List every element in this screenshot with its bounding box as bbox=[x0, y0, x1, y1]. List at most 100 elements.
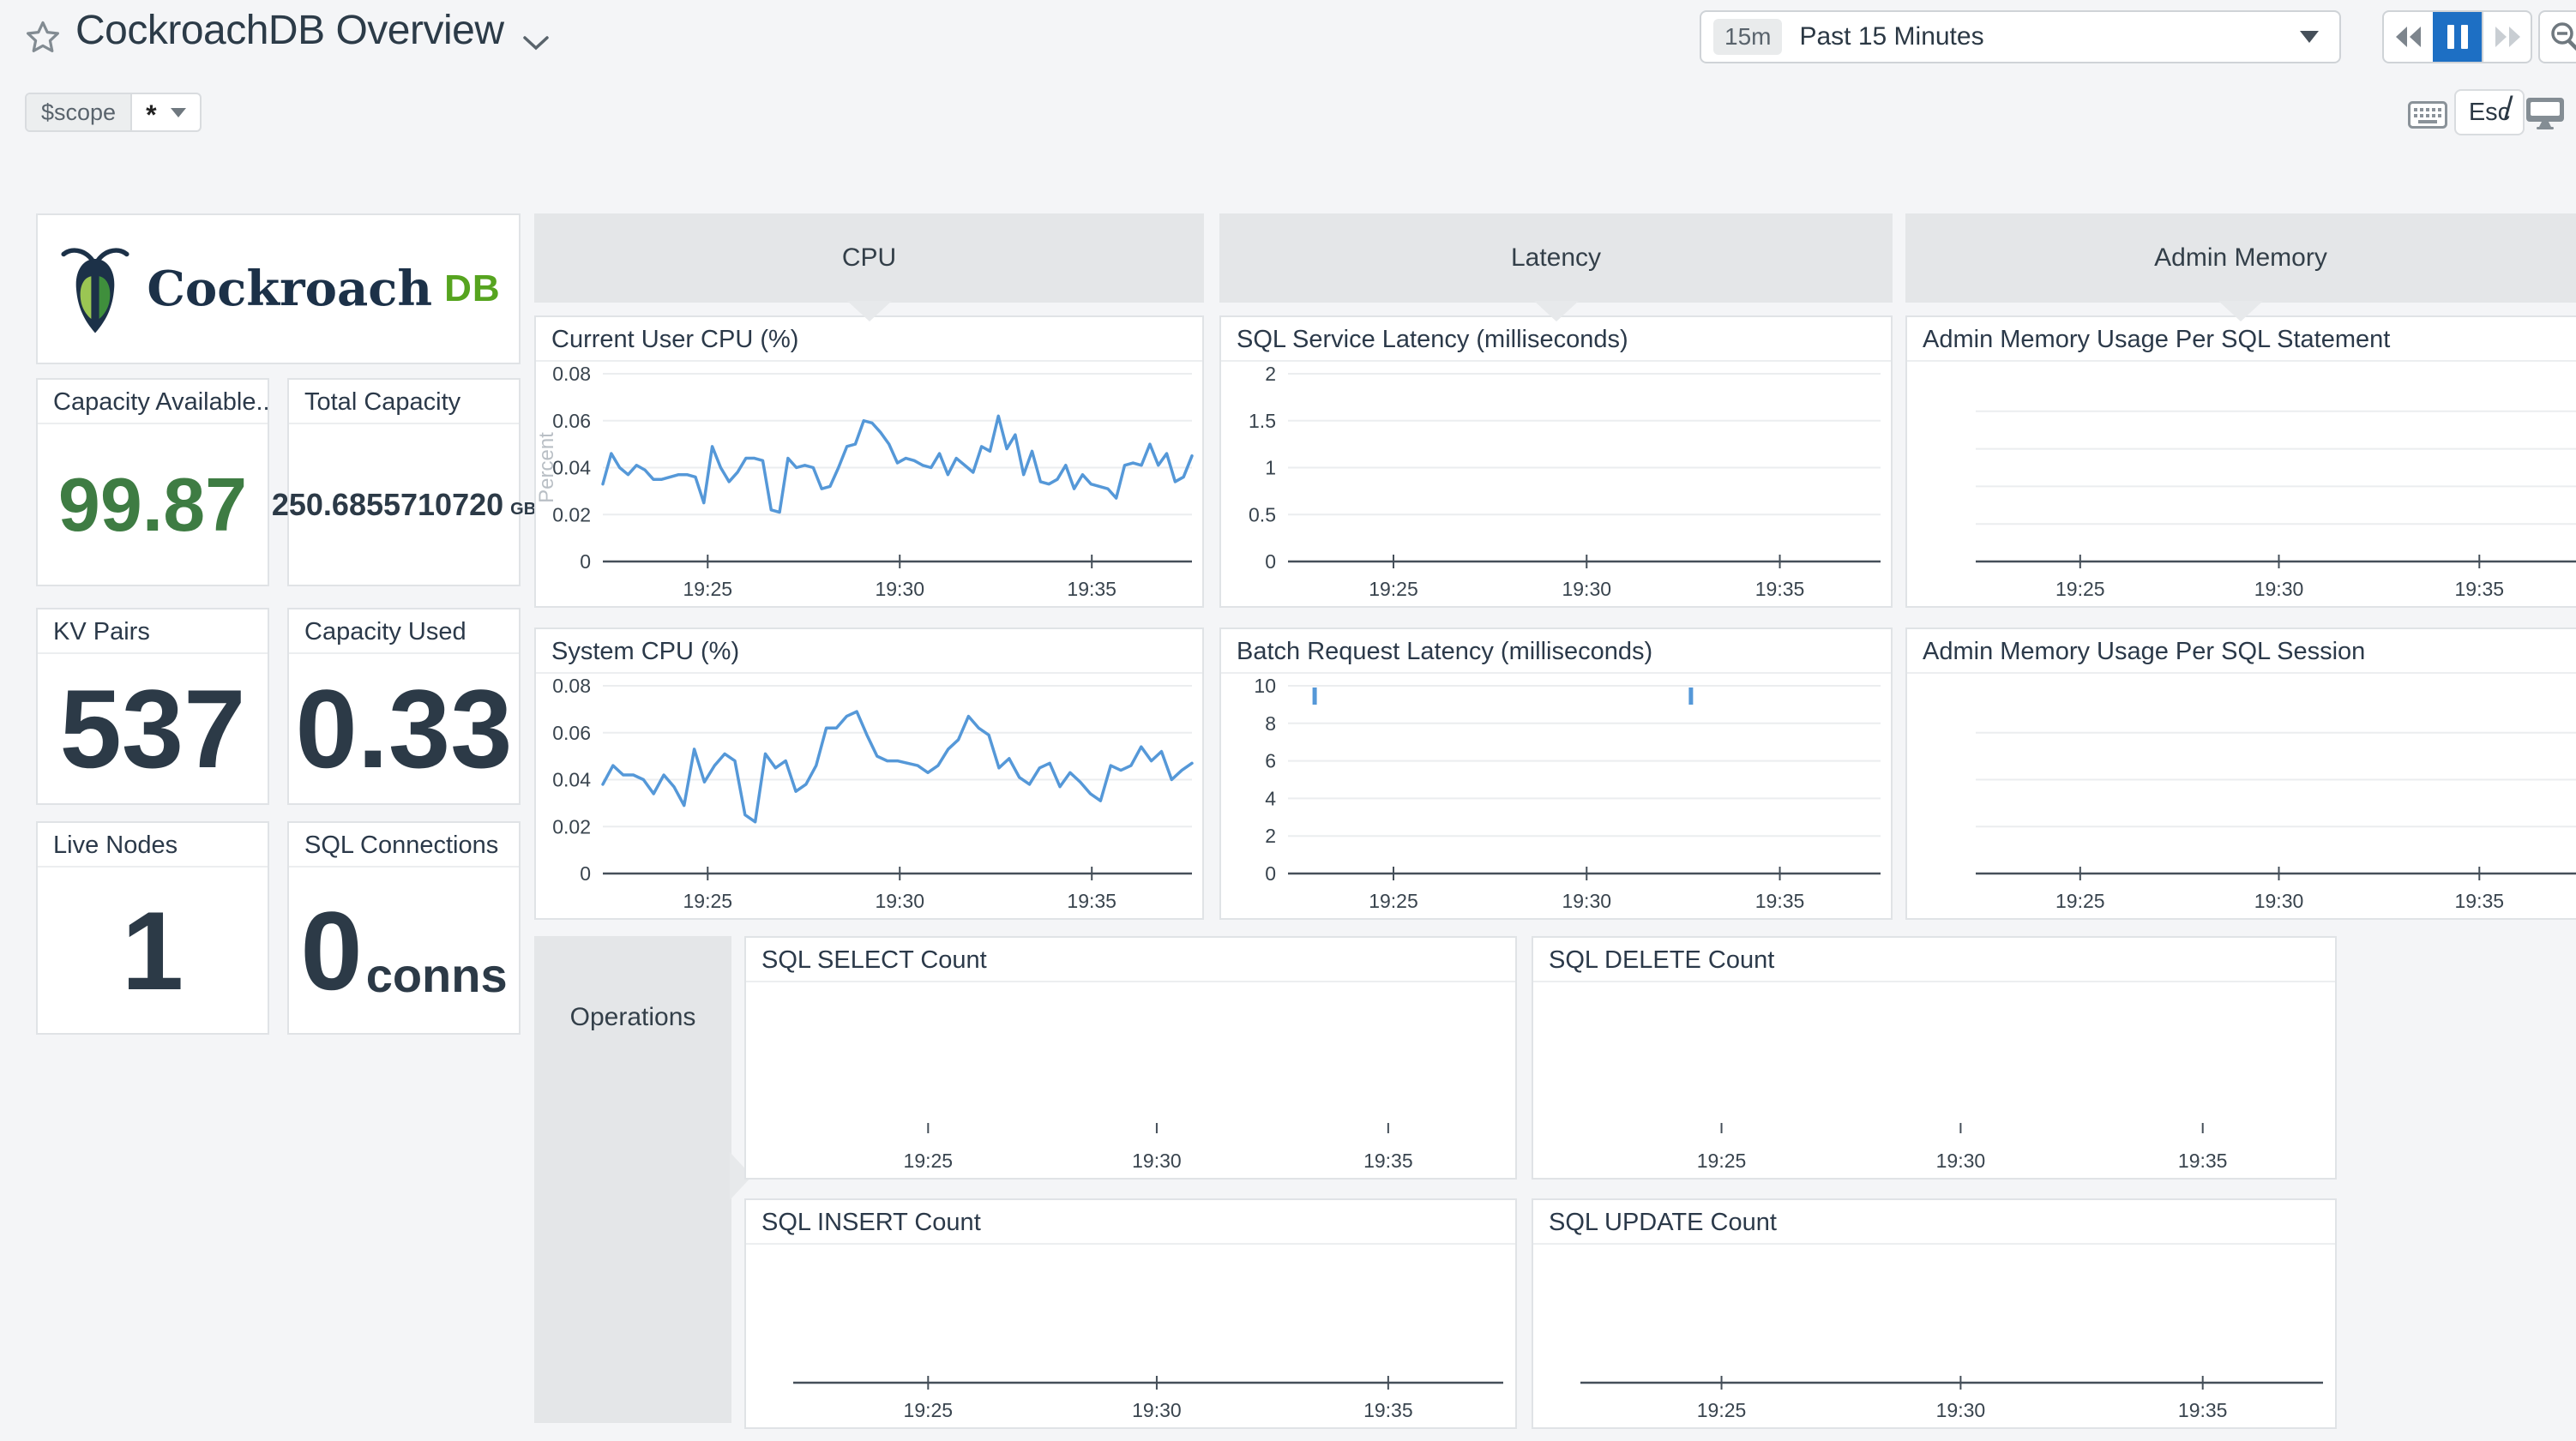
stat-value: 1 bbox=[121, 887, 184, 1013]
chart-title: System CPU (%) bbox=[536, 629, 1202, 674]
svg-text:0: 0 bbox=[1265, 862, 1276, 885]
svg-text:19:30: 19:30 bbox=[875, 578, 924, 600]
svg-text:19:30: 19:30 bbox=[1132, 1399, 1182, 1421]
stat-card-live-nodes: Live Nodes 1 bbox=[36, 821, 269, 1035]
svg-text:2: 2 bbox=[1265, 825, 1276, 847]
chevron-down-icon[interactable] bbox=[521, 34, 551, 51]
chart-plot-area[interactable]: 10 8 6 4 2 0 19:25 19:30 19:35 bbox=[1221, 674, 1891, 918]
stat-card-sql-connections: SQL Connections 0 conns bbox=[287, 821, 521, 1035]
zoom-out-button[interactable] bbox=[2538, 10, 2576, 63]
svg-text:19:30: 19:30 bbox=[1132, 1150, 1182, 1172]
svg-text:19:35: 19:35 bbox=[1755, 890, 1805, 912]
chart-plot-area[interactable]: 2 1.5 1 0.5 0 19:25 19:30 19:35 bbox=[1221, 362, 1891, 606]
dropdown-caret-icon bbox=[2300, 31, 2319, 43]
svg-text:19:35: 19:35 bbox=[2178, 1399, 2228, 1421]
svg-text:4: 4 bbox=[1265, 787, 1276, 809]
group-label: Operations bbox=[569, 1003, 696, 1031]
stat-value: 0.33 bbox=[295, 666, 513, 791]
fullscreen-tv-icon[interactable] bbox=[2525, 96, 2566, 130]
svg-text:19:35: 19:35 bbox=[1755, 578, 1805, 600]
svg-text:19:35: 19:35 bbox=[2455, 578, 2505, 600]
fast-forward-button[interactable] bbox=[2482, 12, 2531, 62]
chart-sql-service-latency: SQL Service Latency (milliseconds) 2 1.5 1… bbox=[1219, 315, 1893, 608]
stat-title: SQL Connections bbox=[289, 823, 519, 868]
svg-text:0.02: 0.02 bbox=[552, 503, 591, 525]
svg-text:19:25: 19:25 bbox=[2055, 578, 2105, 600]
svg-text:Percent: Percent bbox=[536, 432, 558, 503]
chart-sql-select-count: SQL SELECT Count 19:25 19:30 19:35 bbox=[744, 936, 1517, 1180]
stat-title: KV Pairs bbox=[38, 609, 268, 654]
chart-plot-area[interactable]: 19:25 19:30 19:35 bbox=[746, 1245, 1515, 1427]
pause-button[interactable] bbox=[2433, 12, 2482, 62]
svg-text:19:35: 19:35 bbox=[1363, 1150, 1413, 1172]
stat-value: 0 bbox=[300, 887, 363, 1013]
scope-variable-selector[interactable]: $scope * bbox=[25, 93, 202, 132]
chart-plot-area[interactable]: 19:25 19:30 19:35 bbox=[1907, 674, 2576, 918]
chart-plot-area[interactable]: 19:25 19:30 19:35 bbox=[1533, 982, 2335, 1178]
svg-text:19:30: 19:30 bbox=[875, 890, 924, 912]
svg-text:0.06: 0.06 bbox=[552, 722, 591, 744]
esc-key-hint: Esc bbox=[2454, 89, 2525, 135]
favorite-star-icon[interactable] bbox=[22, 17, 63, 58]
chart-batch-request-latency: Batch Request Latency (milliseconds) 10 8… bbox=[1219, 627, 1893, 920]
stat-unit: GB bbox=[510, 499, 537, 519]
group-label: Latency bbox=[1510, 243, 1602, 272]
svg-text:19:25: 19:25 bbox=[2055, 890, 2105, 912]
logo-wordmark: Cockroach bbox=[147, 261, 433, 317]
svg-text:0.06: 0.06 bbox=[552, 410, 591, 432]
scope-variable-value: * bbox=[146, 99, 157, 130]
svg-text:19:25: 19:25 bbox=[1697, 1399, 1747, 1421]
stat-value: 250.6855710720 bbox=[271, 486, 504, 522]
svg-text:19:35: 19:35 bbox=[2455, 890, 2505, 912]
chart-plot-area[interactable]: 19:25 19:30 19:35 bbox=[1533, 1245, 2335, 1427]
chart-title: Admin Memory Usage Per SQL Statement bbox=[1907, 317, 2576, 362]
svg-text:8: 8 bbox=[1265, 712, 1276, 735]
svg-text:19:30: 19:30 bbox=[1936, 1399, 1986, 1421]
time-range-selector[interactable]: 15m Past 15 Minutes bbox=[1700, 10, 2341, 63]
cockroachdb-logo: Cockroach DB bbox=[36, 213, 521, 364]
svg-text:6: 6 bbox=[1265, 750, 1276, 772]
group-header-operations[interactable]: Operations bbox=[534, 936, 752, 1423]
svg-text:0.5: 0.5 bbox=[1249, 503, 1276, 525]
svg-text:19:35: 19:35 bbox=[1067, 578, 1116, 600]
stat-unit: conns bbox=[365, 947, 508, 1002]
chart-title: SQL INSERT Count bbox=[746, 1200, 1515, 1245]
slash-separator: / bbox=[2504, 91, 2513, 127]
chart-admin-memory-per-session: Admin Memory Usage Per SQL Session 19:25… bbox=[1905, 627, 2576, 920]
svg-text:1: 1 bbox=[1265, 457, 1276, 479]
svg-text:19:25: 19:25 bbox=[1369, 890, 1418, 912]
stat-card-capacity-used: Capacity Used 0.33 bbox=[287, 608, 521, 805]
svg-text:0.04: 0.04 bbox=[552, 769, 591, 791]
svg-text:19:30: 19:30 bbox=[1936, 1150, 1986, 1172]
svg-text:19:25: 19:25 bbox=[1697, 1150, 1747, 1172]
group-header-admin-memory[interactable]: Admin Memory bbox=[1905, 213, 2576, 303]
svg-text:19:25: 19:25 bbox=[683, 890, 733, 912]
chart-plot-area[interactable]: 19:25 19:30 19:35 bbox=[1907, 362, 2576, 606]
chart-title: Admin Memory Usage Per SQL Session bbox=[1907, 629, 2576, 674]
keyboard-shortcuts-icon[interactable] bbox=[2408, 101, 2447, 129]
svg-text:19:25: 19:25 bbox=[904, 1150, 954, 1172]
chart-title: SQL Service Latency (milliseconds) bbox=[1221, 317, 1891, 362]
page-title[interactable]: CockroachDB Overview bbox=[75, 8, 504, 53]
svg-text:0.02: 0.02 bbox=[552, 815, 591, 838]
svg-text:0: 0 bbox=[580, 550, 591, 573]
svg-text:19:25: 19:25 bbox=[904, 1399, 954, 1421]
chart-sql-delete-count: SQL DELETE Count 19:25 19:30 19:35 bbox=[1532, 936, 2337, 1180]
chart-title: SQL DELETE Count bbox=[1533, 938, 2335, 982]
group-label: CPU bbox=[841, 243, 897, 272]
group-header-cpu[interactable]: CPU bbox=[534, 213, 1204, 303]
chart-sql-update-count: SQL UPDATE Count 19:25 19:30 19:35 bbox=[1532, 1198, 2337, 1429]
chart-title: SQL SELECT Count bbox=[746, 938, 1515, 982]
svg-text:19:30: 19:30 bbox=[1562, 890, 1611, 912]
rewind-button[interactable] bbox=[2384, 12, 2433, 62]
svg-text:0.08: 0.08 bbox=[552, 363, 591, 385]
chart-plot-area[interactable]: 0.08 0.06 0.04 0.02 0 19:25 19:30 19:35 bbox=[536, 674, 1202, 918]
dropdown-caret-icon bbox=[170, 107, 186, 117]
stat-value: 99.87 bbox=[57, 461, 248, 547]
svg-text:1.5: 1.5 bbox=[1249, 410, 1276, 432]
chart-plot-area[interactable]: 19:25 19:30 19:35 bbox=[746, 982, 1515, 1178]
chart-plot-area[interactable]: 0.08 0.06 0.04 0.02 0 19:25 19:30 19:35 Percent bbox=[536, 362, 1202, 606]
stat-title: Capacity Available... bbox=[38, 380, 268, 424]
zoom-out-icon bbox=[2551, 22, 2576, 51]
group-header-latency[interactable]: Latency bbox=[1219, 213, 1893, 303]
